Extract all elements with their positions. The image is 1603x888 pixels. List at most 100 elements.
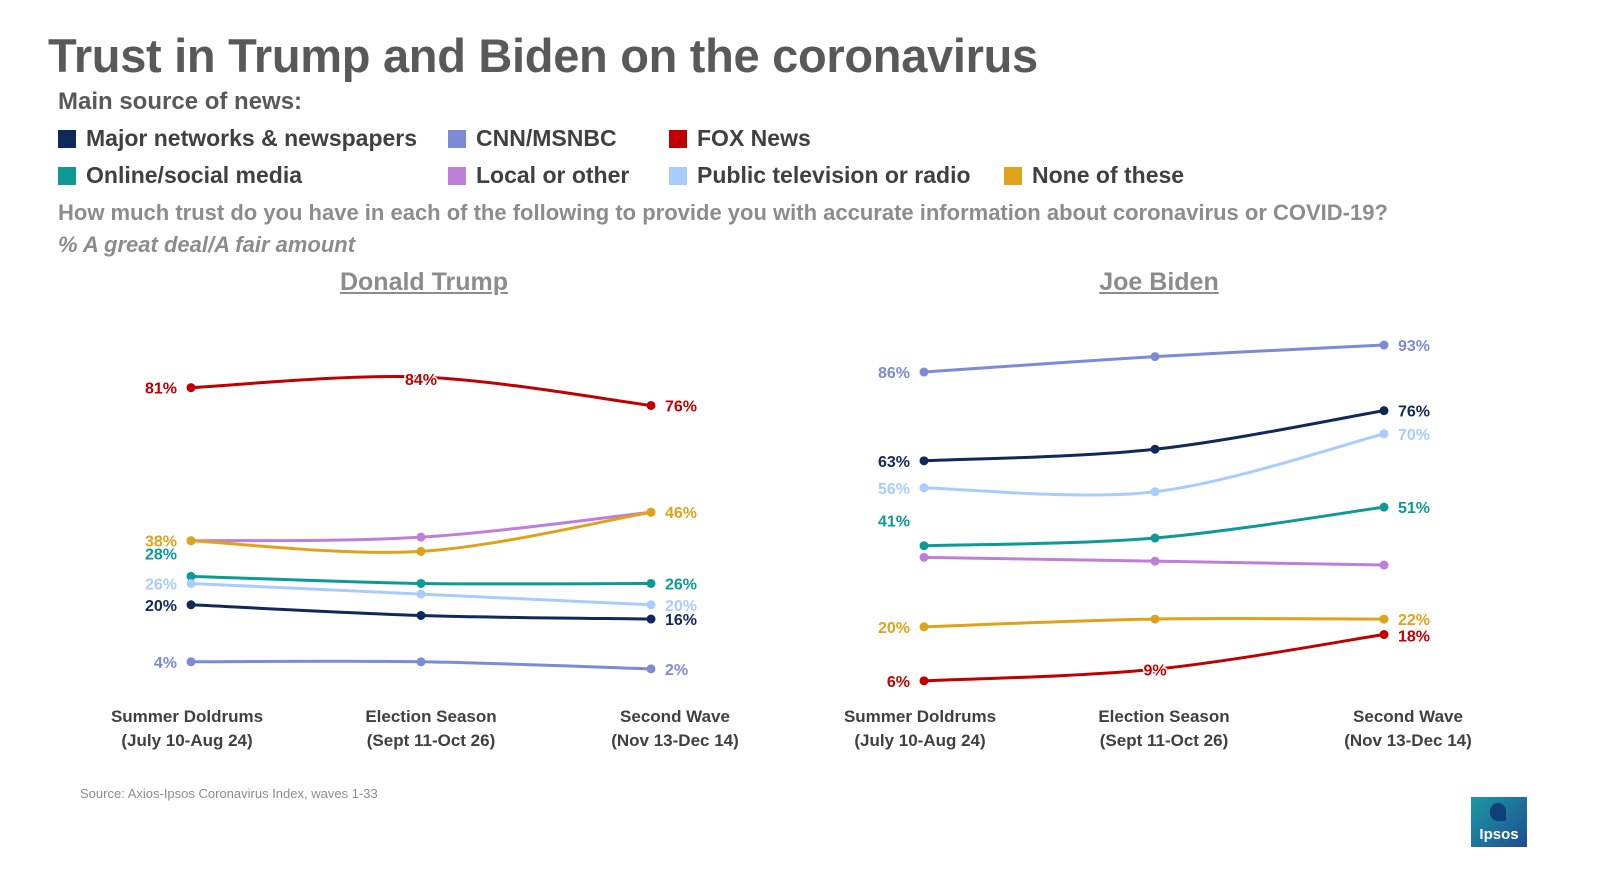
legend-swatch	[58, 166, 76, 185]
data-point-trump-major-networks-newspapers	[646, 614, 656, 624]
survey-question: How much trust do you have in each of th…	[58, 200, 1388, 225]
x-tick-label-biden: (Nov 13-Dec 14)	[1344, 731, 1472, 750]
data-point-trump-cnn-msnbc	[416, 657, 426, 667]
data-point-trump-online-social-media	[416, 578, 426, 588]
data-label-trump-cnn-msnbc: 4%	[154, 655, 177, 672]
legend-item-none: None of these	[1004, 162, 1184, 189]
x-tick-label-biden: Summer Doldrums	[844, 707, 996, 726]
logo-icon	[1490, 803, 1506, 821]
data-label-trump-none-of-these: 38%	[145, 534, 177, 551]
legend-item-online-social: Online/social media	[58, 162, 302, 189]
data-point-trump-public-television-or-radio	[186, 578, 196, 588]
legend-label: Online/social media	[86, 162, 303, 188]
ipsos-logo: Ipsos	[1471, 797, 1527, 847]
data-label-trump-public-television-or-radio: 26%	[145, 576, 177, 593]
data-label-biden-fox-news: 9%	[1143, 662, 1166, 679]
data-point-trump-major-networks-newspapers	[416, 610, 426, 620]
x-tick-label-biden: Election Season	[1098, 707, 1229, 726]
legend-label: Major networks & newspapers	[86, 125, 418, 151]
legend-swatch	[448, 166, 466, 185]
data-point-biden-local-or-other	[1379, 560, 1389, 570]
data-label-biden-public-television-or-radio: 70%	[1398, 427, 1430, 444]
data-point-biden-major-networks-newspapers	[919, 456, 929, 466]
x-tick-label-trump: Summer Doldrums	[111, 707, 263, 726]
legend-swatch	[1004, 166, 1022, 185]
legend-label: CNN/MSNBC	[476, 125, 617, 151]
legend-swatch	[669, 166, 687, 185]
data-point-biden-cnn-msnbc	[1150, 352, 1160, 362]
data-label-biden-cnn-msnbc: 93%	[1398, 338, 1430, 355]
x-tick-label-trump: (July 10-Aug 24)	[121, 731, 252, 750]
data-label-biden-online-social-media: 41%	[878, 514, 910, 531]
data-point-trump-online-social-media	[646, 578, 656, 588]
data-point-trump-none-of-these	[416, 546, 426, 556]
legend-label: None of these	[1032, 162, 1185, 188]
data-label-biden-major-networks-newspapers: 76%	[1398, 404, 1430, 421]
x-tick-label-trump: (Sept 11-Oct 26)	[367, 731, 496, 750]
data-point-trump-fox-news	[646, 400, 656, 410]
data-label-trump-fox-news: 76%	[665, 398, 697, 415]
legend-swatch	[58, 129, 76, 148]
metric-label: % A great deal/A fair amount	[58, 232, 356, 257]
source-note: Source: Axios-Ipsos Coronavirus Index, w…	[80, 786, 378, 801]
legend-swatch	[669, 129, 687, 148]
chart-title-trump: Donald Trump	[339, 268, 509, 296]
logo-text: Ipsos	[1479, 826, 1519, 843]
legend-item-cnn-msnbc: CNN/MSNBC	[448, 125, 617, 152]
data-label-trump-online-social-media: 28%	[145, 546, 177, 563]
data-point-biden-none-of-these	[1379, 614, 1389, 624]
series-line-biden-public-television-or-radio	[923, 432, 1385, 497]
data-point-biden-fox-news	[1379, 630, 1389, 640]
data-point-biden-online-social-media	[1150, 533, 1160, 543]
legend-label: Public television or radio	[697, 162, 971, 188]
legend-item-major-networks: Major networks & newspapers	[58, 125, 417, 152]
data-label-trump-public-television-or-radio: 20%	[665, 598, 697, 615]
data-point-biden-local-or-other	[1150, 556, 1160, 566]
data-label-biden-fox-news: 6%	[887, 674, 910, 691]
data-point-biden-public-television-or-radio	[1150, 487, 1160, 497]
data-point-biden-online-social-media	[1379, 502, 1389, 512]
data-label-trump-fox-news: 84%	[405, 372, 437, 389]
data-label-biden-none-of-these: 20%	[878, 620, 910, 637]
data-point-trump-cnn-msnbc	[186, 657, 196, 667]
x-tick-label-trump: (Nov 13-Dec 14)	[611, 731, 739, 750]
data-point-biden-local-or-other	[919, 552, 929, 562]
data-point-biden-fox-news	[919, 676, 929, 686]
data-point-biden-fox-news	[1150, 664, 1160, 674]
data-label-biden-online-social-media: 51%	[1398, 500, 1430, 517]
page-title: Trust in Trump and Biden on the coronavi…	[48, 29, 1038, 82]
legend-item-public-tv-radio: Public television or radio	[669, 162, 971, 189]
data-point-trump-none-of-these	[186, 536, 196, 546]
data-label-biden-cnn-msnbc: 86%	[878, 365, 910, 382]
legend-swatch	[448, 129, 466, 148]
legend-heading: Main source of news:	[58, 88, 303, 115]
data-label-trump-major-networks-newspapers: 16%	[665, 612, 697, 629]
data-point-trump-cnn-msnbc	[646, 664, 656, 674]
legend-item-fox-news: FOX News	[669, 125, 811, 152]
data-point-trump-public-television-or-radio	[416, 589, 426, 599]
data-point-trump-none-of-these	[646, 507, 656, 517]
data-point-biden-cnn-msnbc	[1379, 340, 1389, 350]
legend-label: FOX News	[697, 125, 811, 151]
legend-item-local-other: Local or other	[448, 162, 629, 189]
x-tick-label-biden: (July 10-Aug 24)	[854, 731, 985, 750]
data-point-trump-major-networks-newspapers	[186, 600, 196, 610]
data-point-biden-major-networks-newspapers	[1379, 406, 1389, 416]
data-label-biden-major-networks-newspapers: 63%	[878, 454, 910, 471]
series-line-trump-none-of-these	[190, 510, 652, 554]
data-label-trump-none-of-these: 46%	[665, 505, 697, 522]
data-point-biden-cnn-msnbc	[919, 367, 929, 377]
data-point-biden-none-of-these	[919, 622, 929, 632]
x-tick-label-biden: (Sept 11-Oct 26)	[1100, 731, 1229, 750]
data-point-biden-public-television-or-radio	[1379, 429, 1389, 439]
x-tick-label-trump: Election Season	[365, 707, 496, 726]
data-point-biden-none-of-these	[1150, 614, 1160, 624]
data-label-biden-public-television-or-radio: 56%	[878, 481, 910, 498]
data-label-trump-major-networks-newspapers: 20%	[145, 598, 177, 615]
data-label-trump-fox-news: 81%	[145, 381, 177, 398]
data-label-trump-online-social-media: 26%	[665, 576, 697, 593]
data-point-trump-local-or-other	[416, 532, 426, 542]
x-tick-label-trump: Second Wave	[620, 707, 730, 726]
data-label-biden-fox-news: 18%	[1398, 629, 1430, 646]
